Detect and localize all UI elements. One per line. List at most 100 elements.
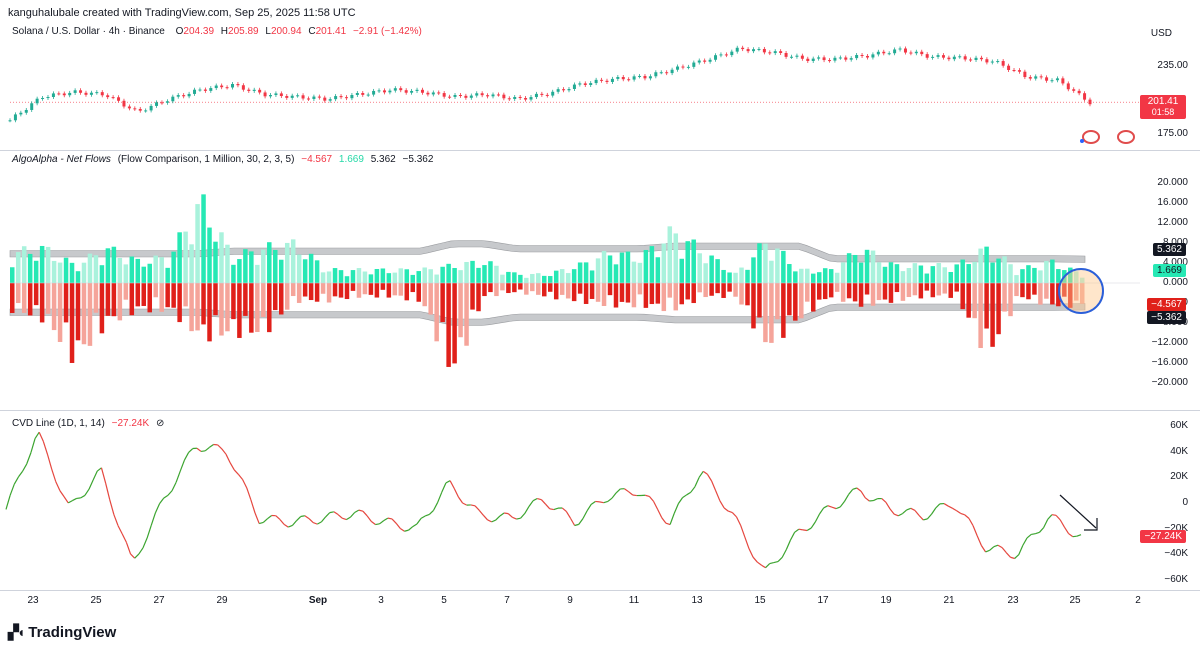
- inflow-bar: [290, 239, 296, 283]
- x-tick: 7: [504, 595, 510, 606]
- inflow-bar: [410, 274, 416, 283]
- price-candle: [1045, 77, 1049, 81]
- price-candle: [187, 93, 191, 97]
- inflow-bar: [219, 232, 224, 283]
- cvd-segment: [748, 548, 754, 558]
- outflow-bar: [434, 283, 439, 342]
- outflow-bar: [15, 283, 21, 304]
- outflow-bar: [219, 283, 224, 336]
- netflows-tick: 20.000: [1157, 177, 1188, 188]
- outflow-bar: [314, 283, 320, 302]
- outflow-bar: [398, 283, 404, 296]
- outflow-bar: [416, 283, 421, 302]
- outflow-bar: [793, 283, 798, 321]
- cvd-segment: [690, 486, 696, 493]
- flag-icon[interactable]: [1117, 130, 1135, 144]
- cvd-segment: [333, 511, 339, 516]
- price-candle: [448, 96, 452, 98]
- cvd-segment: [723, 507, 729, 512]
- price-candle: [692, 62, 696, 67]
- price-candle: [62, 93, 66, 96]
- cvd-segment: [470, 504, 476, 507]
- inflow-bar: [787, 264, 792, 283]
- price-candle: [203, 89, 207, 91]
- price-candle: [285, 96, 289, 98]
- inflow-bar: [637, 262, 643, 283]
- outflow-bar: [171, 283, 176, 308]
- outflow-bar: [404, 283, 410, 301]
- price-candle: [496, 94, 500, 96]
- inflow-bar: [500, 274, 505, 283]
- outflow-bar: [978, 283, 983, 349]
- price-candle: [317, 96, 321, 98]
- tradingview-logo[interactable]: ▞◖ TradingView: [8, 624, 116, 641]
- netflows-chart[interactable]: [0, 160, 1140, 400]
- inflow-bar: [338, 270, 344, 283]
- cvd-segment: [209, 444, 214, 448]
- price-chart[interactable]: [0, 45, 1140, 145]
- cvd-segment: [980, 545, 987, 553]
- cvd-chart[interactable]: [0, 418, 1140, 588]
- cvd-segment: [441, 482, 447, 493]
- price-candle: [572, 84, 576, 89]
- outflow-bar: [123, 283, 129, 300]
- inflow-bar: [972, 261, 977, 283]
- outflow-bar: [458, 283, 463, 338]
- cvd-segment: [457, 496, 464, 504]
- cvd-segment: [1055, 514, 1061, 521]
- inflow-bar: [811, 273, 816, 283]
- cvd-segment: [516, 517, 521, 520]
- cvd-segment: [756, 561, 762, 566]
- cvd-settings-icon[interactable]: ⊘: [155, 418, 165, 429]
- inflow-bar: [781, 250, 786, 283]
- price-candle: [241, 85, 245, 90]
- outflow-bar: [111, 283, 117, 317]
- inflow-bar: [446, 263, 451, 283]
- price-candle: [160, 102, 164, 104]
- outflow-bar: [727, 283, 732, 292]
- outflow-bar: [75, 283, 81, 341]
- inflow-bar: [362, 271, 368, 283]
- inflow-bar: [231, 264, 236, 283]
- inflow-bar: [960, 259, 965, 283]
- cvd-segment: [449, 480, 455, 489]
- price-candle: [339, 96, 343, 98]
- inflow-bar: [691, 239, 696, 283]
- price-candle: [947, 57, 951, 60]
- price-candle: [925, 54, 929, 58]
- cvd-segment: [715, 490, 721, 502]
- cvd-segment: [55, 481, 61, 491]
- outflow-bar: [374, 283, 380, 298]
- cvd-segment: [146, 525, 152, 539]
- outflow-bar: [261, 283, 266, 317]
- inflow-bar: [506, 271, 511, 283]
- inflow-bar: [828, 269, 834, 283]
- outflow-bar: [870, 283, 876, 306]
- price-candle: [529, 97, 533, 100]
- inflow-bar: [918, 265, 924, 283]
- cvd-segment: [1014, 554, 1020, 559]
- inflow-bar: [619, 252, 625, 283]
- x-axis-line: [0, 590, 1200, 591]
- cvd-segment: [694, 477, 700, 487]
- price-candle: [420, 89, 424, 93]
- cvd-segment: [669, 513, 675, 525]
- inflow-bar: [954, 264, 959, 283]
- outflow-bar: [649, 283, 655, 305]
- price-candle: [963, 56, 967, 60]
- inflow-bar: [1050, 259, 1055, 283]
- outflow-bar: [739, 283, 744, 305]
- cvd-segment: [379, 520, 385, 525]
- price-candle: [225, 87, 229, 89]
- price-candle: [410, 90, 414, 93]
- x-tick: 11: [628, 595, 640, 606]
- cvd-segment: [839, 501, 845, 508]
- inflow-bar: [601, 250, 607, 283]
- inflow-bar: [924, 273, 930, 283]
- inflow-bar: [840, 262, 846, 283]
- cvd-segment: [894, 513, 899, 517]
- cvd-segment: [906, 507, 912, 511]
- flag-icon[interactable]: [1082, 130, 1100, 144]
- price-candle: [176, 95, 180, 97]
- inflow-bar: [882, 266, 888, 283]
